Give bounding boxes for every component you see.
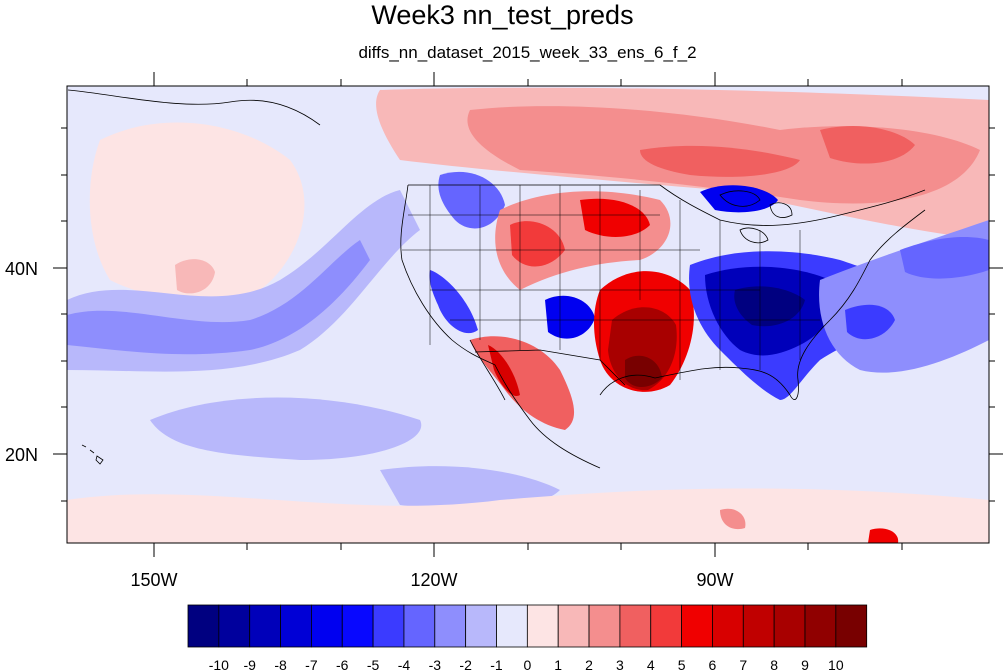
region-southeast-cool-peak	[734, 286, 805, 327]
us-mexico-border	[474, 349, 626, 386]
lon-label-120w: 120W	[410, 570, 457, 590]
colorbar-swatch	[249, 604, 281, 648]
coastlines	[67, 89, 926, 469]
colorbar-swatch	[280, 604, 312, 648]
colorbar-swatch	[619, 604, 652, 648]
colorbar-swatch	[434, 604, 467, 648]
region-quebec-warm-peak	[820, 125, 915, 164]
colorbar-swatch	[804, 604, 837, 648]
colorbar-tick-label: -2	[459, 657, 472, 672]
region-atlantic-north-cool	[900, 237, 989, 279]
us-canada-border	[408, 184, 926, 226]
region-northwest-cool	[438, 171, 505, 229]
colorbar-swatch	[187, 604, 220, 648]
colorbar-swatch	[310, 604, 343, 648]
region-new-mexico-cool	[545, 295, 595, 339]
colorbar-tick-label: -6	[336, 657, 349, 672]
region-subtropic-cool	[150, 397, 422, 460]
region-pacific-cool-band-core	[67, 240, 370, 355]
colorbar-swatch	[650, 604, 683, 648]
colorbar-tick-label: 6	[709, 657, 717, 672]
region-caribbean-warm-2	[868, 528, 899, 543]
great-lakes-outline	[719, 190, 793, 244]
colorbar-tick-label: 5	[678, 657, 686, 672]
region-tropic-warm	[67, 488, 989, 543]
hawaii-islands	[81, 444, 104, 465]
colorbar-swatch	[835, 604, 868, 648]
lon-label-150w: 150W	[130, 570, 177, 590]
axis-ticks	[53, 72, 1003, 557]
map-title: Week3 nn_test_preds	[371, 0, 634, 30]
region-atlantic-cool-core	[845, 304, 895, 340]
region-caribbean-warm	[720, 508, 746, 530]
colorbar-tick-label: -1	[490, 657, 503, 672]
colorbar-swatch	[773, 604, 806, 648]
colorbar-swatch	[372, 604, 405, 648]
colorbar-tick-label: -3	[429, 657, 442, 672]
colorbar-tick-label: -5	[367, 657, 380, 672]
region-texas-warm-peak	[625, 355, 662, 387]
colorbar-swatch	[526, 604, 559, 648]
colorbar-tick-label: 7	[739, 657, 747, 672]
colorbar-tick-label: 0	[523, 657, 531, 672]
colorbar-swatch	[218, 604, 251, 648]
region-rockies-warm	[510, 221, 565, 267]
lat-label-20n: 20N	[5, 445, 38, 465]
colorbar-tick-label: 9	[801, 657, 809, 672]
region-great-lakes-cool	[700, 185, 778, 213]
colorbar-tick-label: -10	[209, 657, 229, 672]
region-pacific-warm	[89, 122, 305, 301]
colorbar-swatch	[712, 604, 744, 648]
region-baja-warm	[488, 345, 520, 396]
state-border-line	[402, 214, 820, 321]
colorbar-tick-label: 10	[828, 657, 844, 672]
east-coast-line	[829, 209, 926, 321]
colorbar-swatch	[403, 604, 436, 648]
colorbar-tick-label: -9	[243, 657, 256, 672]
region-california-cool	[429, 270, 478, 334]
state-borders	[402, 185, 820, 380]
colorbar-tick-label: -4	[398, 657, 411, 672]
baja-line	[469, 339, 506, 401]
lat-label-40n: 40N	[5, 259, 38, 279]
region-pacific-warm-core	[175, 259, 215, 294]
colorbar-swatch	[742, 604, 775, 648]
gulf-coast-line	[599, 319, 831, 400]
region-canada-warm-peak	[640, 145, 800, 177]
colorbar-swatch	[557, 604, 590, 648]
axis-labels: 150W 120W 90W 40N 20N	[5, 259, 734, 590]
colorbar-tick-label: -7	[305, 657, 318, 672]
colorbar-tick-label: 8	[770, 657, 778, 672]
west-coast-line	[400, 184, 601, 469]
colorbar-swatch	[588, 604, 621, 648]
anomaly-field	[67, 86, 989, 543]
colorbar-tick-label: 3	[616, 657, 624, 672]
map-subtitle: diffs_nn_dataset_2015_week_33_ens_6_f_2	[358, 43, 697, 62]
colorbar-swatch	[341, 604, 374, 648]
region-plains-warm-core	[580, 198, 650, 237]
alaska-coast	[67, 89, 321, 126]
colorbar-tick-label: -8	[274, 657, 287, 672]
colorbar-swatch	[465, 604, 497, 648]
colorbar-tick-label: 2	[585, 657, 593, 672]
colorbar-tick-label: 1	[554, 657, 562, 672]
lon-label-90w: 90W	[696, 570, 733, 590]
colorbar: -10 -9 -8 -7 -6 -5 -4 -3 -2 -1 0 1 2 3 4 5 6 7 8 9 10	[187, 604, 868, 672]
colorbar-swatch	[681, 604, 713, 648]
colorbar-tick-label: 4	[647, 657, 655, 672]
colorbar-swatch	[496, 604, 528, 648]
